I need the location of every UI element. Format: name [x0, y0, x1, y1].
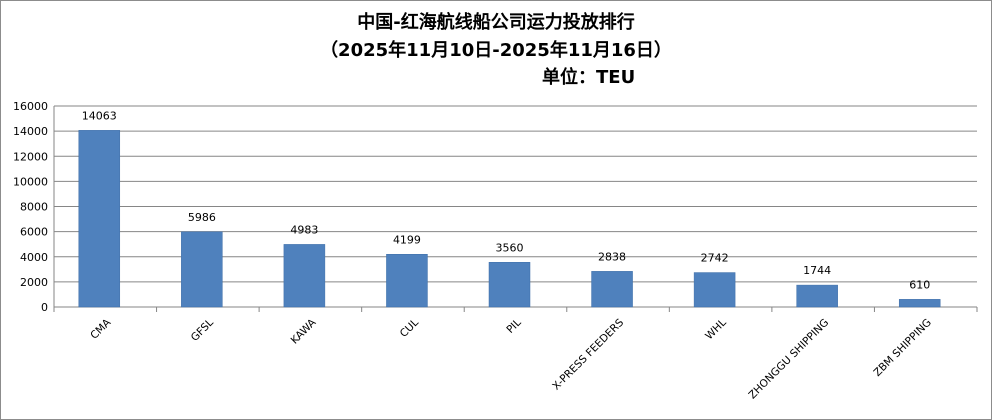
chart-title: 中国-红海航线船公司运力投放排行 [357, 12, 635, 33]
chart-subtitle: （2025年11月10日-2025年11月16日） [320, 40, 672, 61]
data-label: 5986 [188, 211, 216, 224]
unit-label: 单位：TEU [542, 67, 636, 88]
x-category-label: WHL [703, 317, 729, 343]
data-label: 4983 [290, 223, 318, 236]
bar-gfsl [181, 231, 223, 308]
x-category-label: PIL [504, 317, 523, 336]
y-tick-label: 2000 [20, 276, 48, 289]
bar-cul [386, 254, 428, 308]
y-tick-label: 16000 [13, 100, 48, 113]
data-label: 610 [909, 278, 930, 291]
x-category-label: ZBM SHIPPING [871, 317, 933, 379]
bar-whl [693, 272, 736, 308]
y-tick-label: 14000 [13, 125, 48, 138]
bar-x-press-feeders [591, 271, 633, 308]
x-category-label: CUL [398, 317, 421, 340]
x-category-label: ZHONGGU SHIPPING [746, 317, 831, 402]
bar-kawa [283, 244, 326, 308]
x-category-label: GFSL [189, 317, 216, 344]
y-tick-label: 4000 [20, 251, 48, 264]
data-label: 2742 [701, 252, 729, 265]
y-tick-label: 12000 [13, 150, 48, 163]
x-category-label: KAWA [289, 316, 319, 346]
y-tick-label: 0 [41, 301, 48, 314]
data-label: 1744 [803, 264, 831, 277]
data-label: 3560 [496, 241, 524, 254]
x-category-label: X-PRESS FEEDERS [550, 316, 626, 392]
data-label: 4199 [393, 233, 421, 246]
bar-pil [488, 262, 531, 308]
data-label: 2838 [598, 250, 626, 263]
y-tick-label: 10000 [13, 175, 48, 188]
y-tick-label: 6000 [20, 226, 48, 239]
bar-zhonggu-shipping [796, 284, 838, 308]
bar-cma [78, 130, 121, 308]
bar-zbm-shipping [898, 299, 941, 308]
x-category-label: CMA [88, 316, 114, 342]
y-tick-label: 8000 [20, 201, 48, 214]
data-label: 14063 [82, 109, 117, 122]
